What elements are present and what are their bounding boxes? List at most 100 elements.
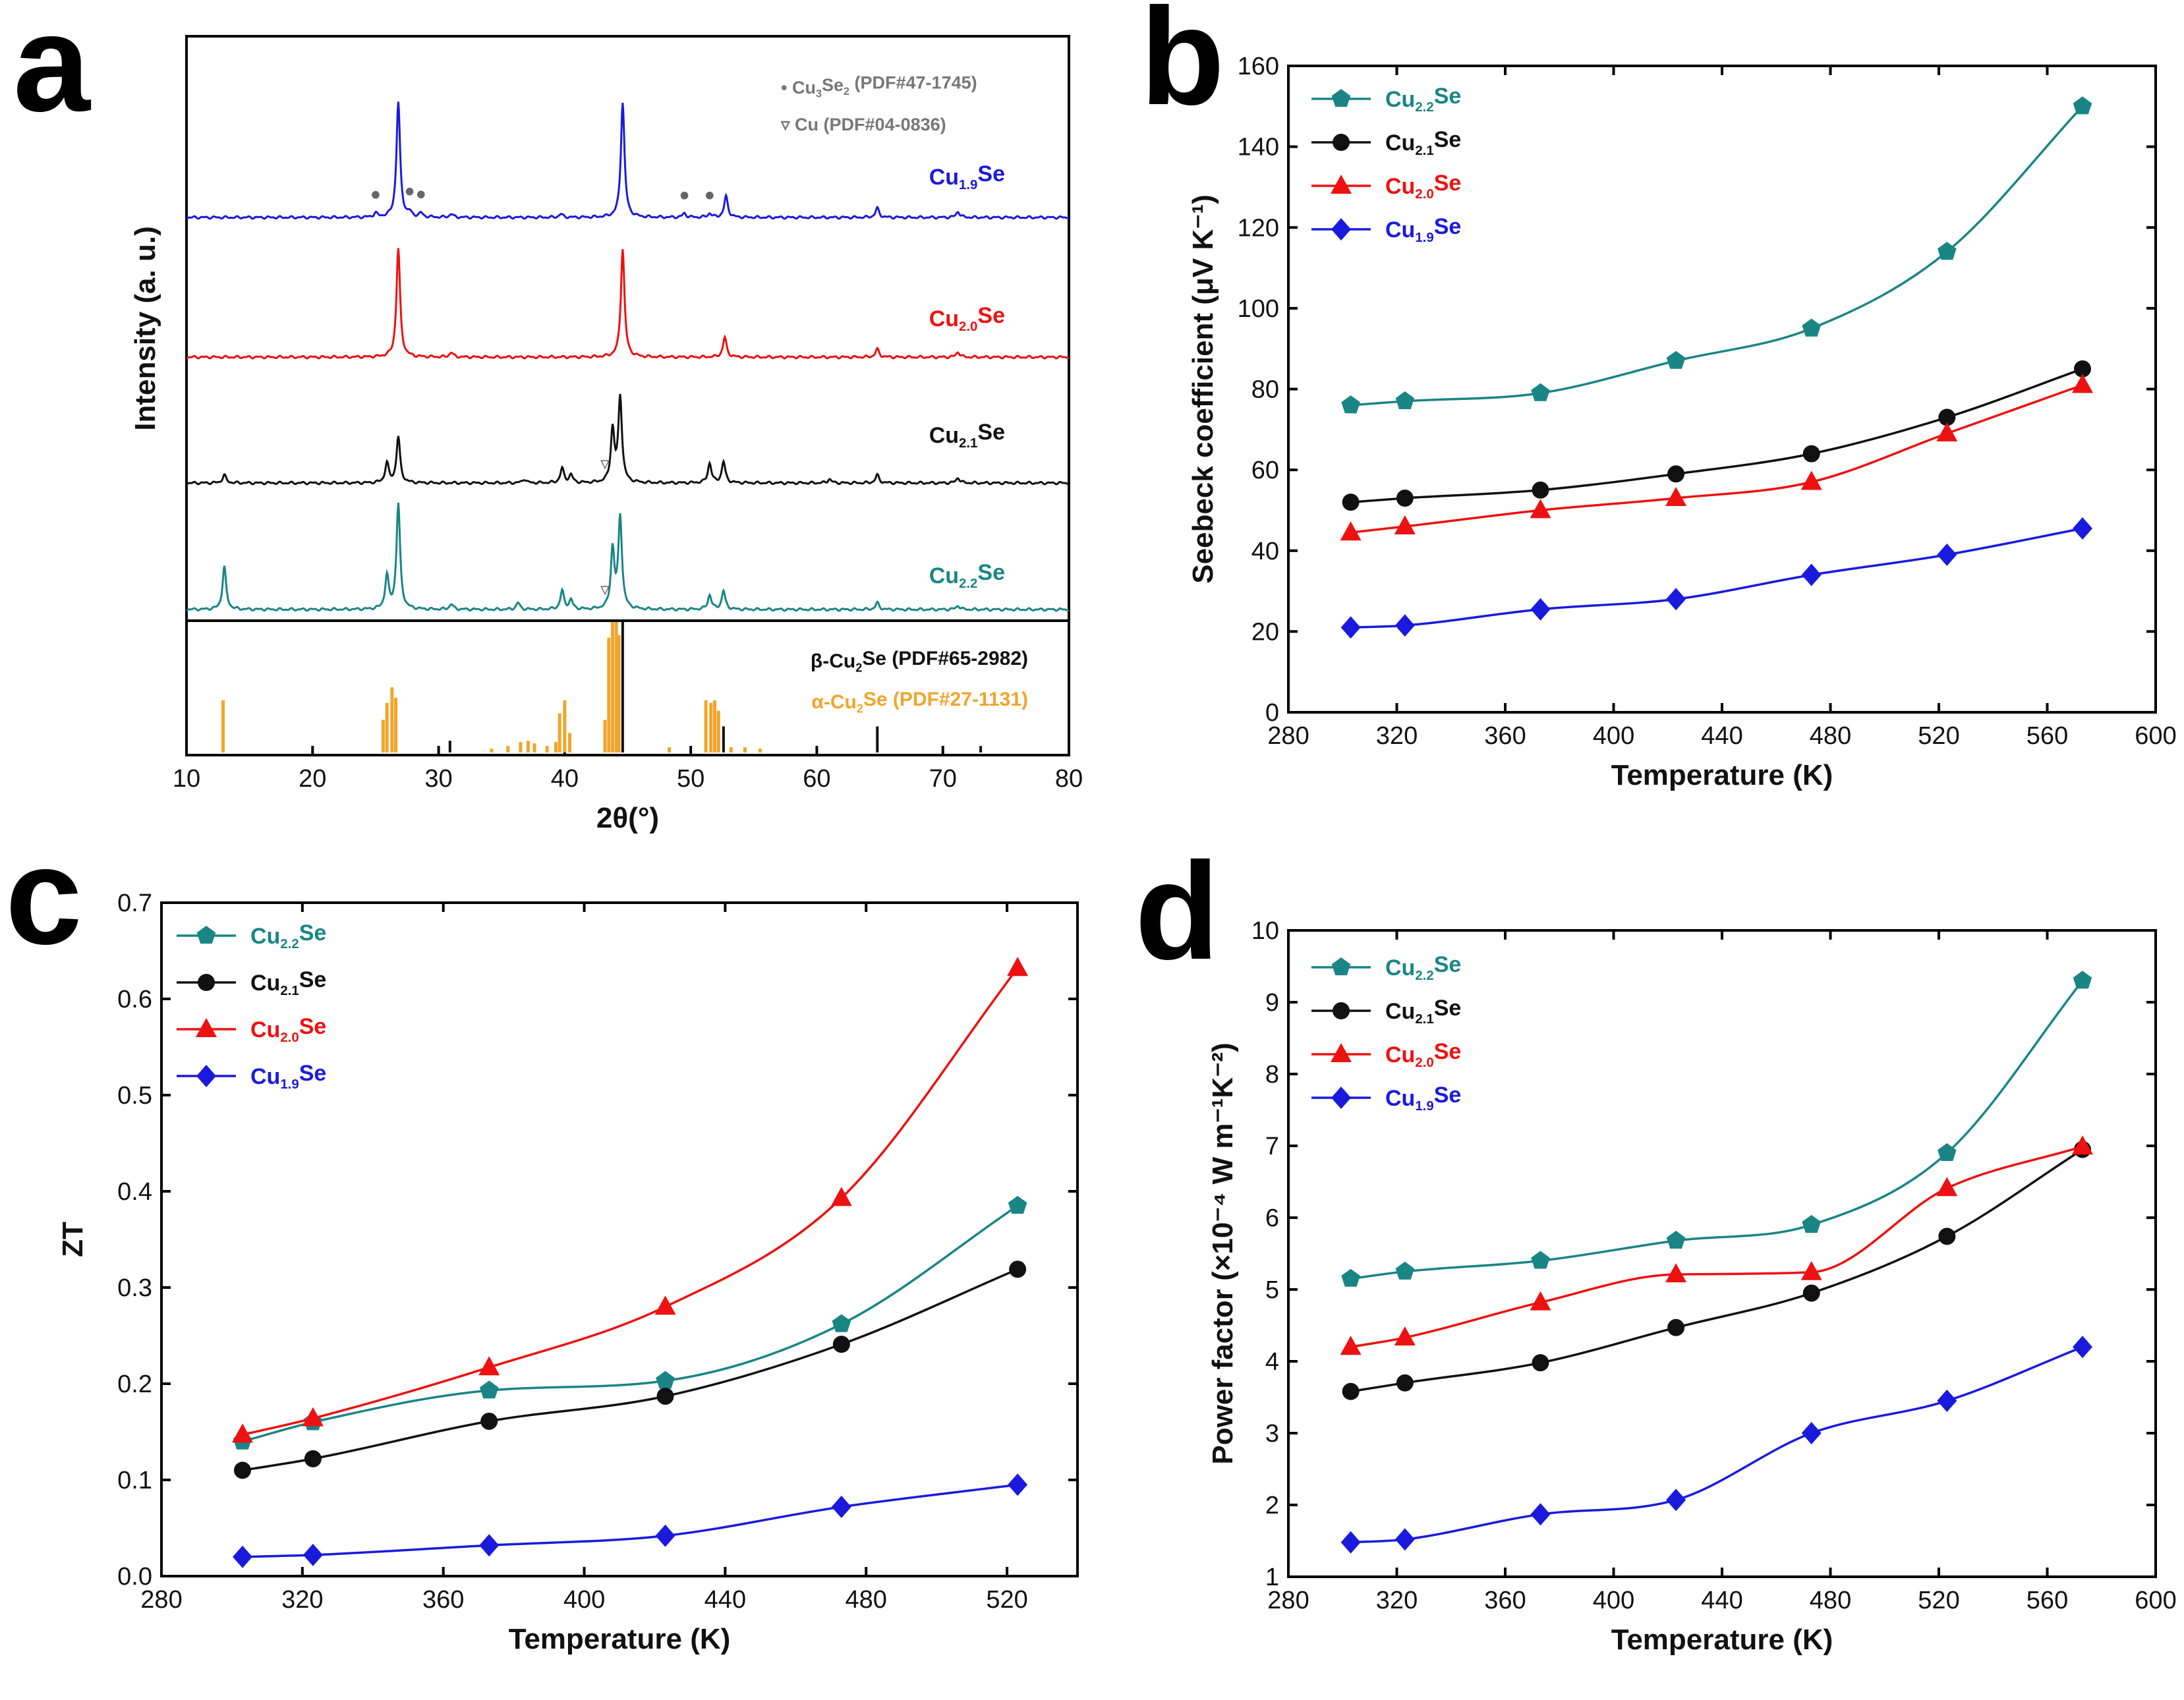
x-tick-label: 320: [1376, 1587, 1418, 1614]
plot-frame: [160, 901, 1079, 1577]
data-point-Cu2.0Se: [2072, 1135, 2093, 1155]
data-point-Cu2.2Se: [1938, 1143, 1957, 1161]
legend-label-Cu2.1Se: Cu2.1Se: [1385, 996, 1461, 1027]
x-tick-label: 440: [1701, 722, 1742, 750]
x-tick-label: 70: [929, 765, 957, 793]
data-point-Cu2.1Se: [1802, 1284, 1820, 1302]
y-tick-label: 0.5: [117, 1082, 152, 1110]
legend-marker-Cu1.9Se: [196, 1065, 216, 1087]
x-tick-label: 320: [1376, 722, 1418, 750]
reference-label-α-Cu2Se (PDF#27-1131): α-Cu2Se (PDF#27-1131): [811, 689, 1028, 716]
x-axis-label: Temperature (K): [1611, 759, 1833, 791]
data-point-Cu2.1Se: [1938, 409, 1956, 426]
data-point-Cu2.2Se: [1008, 1195, 1027, 1214]
legend-label-Cu2.0Se: Cu2.0Se: [1385, 1039, 1461, 1070]
data-point-Cu2.0Se: [1936, 422, 1958, 441]
data-point-Cu2.2Se: [656, 1371, 675, 1389]
data-point-Cu2.2Se: [1395, 1261, 1415, 1280]
data-point-Cu1.9Se: [302, 1543, 323, 1566]
x-tick-label: 30: [424, 765, 452, 793]
panel-a-xrd: 10 20 30 40 50 60 70 80 2θ(°) Intensity (a. u.) • …: [129, 35, 1083, 834]
x-tick-label: 10: [173, 765, 200, 793]
x-tick-label: 360: [1484, 1587, 1526, 1614]
legend-label-Cu2.0Se: Cu2.0Se: [250, 1014, 326, 1045]
x-tick-label: 280: [140, 1586, 182, 1614]
y-tick-label: 120: [1238, 214, 1279, 242]
x-tick-label: 50: [677, 765, 704, 793]
legend-marker-Cu1.9Se: [1331, 1087, 1351, 1109]
legend-marker-Cu2.2Se: [196, 926, 216, 944]
panel-letter-d: d: [1135, 834, 1219, 988]
xrd-pattern-Cu1.9Se: [186, 101, 1070, 220]
xrd-label-Cu2.2Se: Cu2.2Se: [929, 560, 1005, 591]
phase-marker: •: [702, 181, 718, 212]
annotation-Cu3Se2: • Cu3Se2 (PDF#47-1745): [781, 72, 977, 99]
y-tick-label: 7: [1265, 1133, 1279, 1160]
data-point-Cu2.2Se: [1938, 242, 1957, 260]
y-tick-label: 0.7: [117, 890, 152, 917]
data-point-Cu2.1Se: [1532, 1354, 1549, 1372]
x-tick-label: 480: [1810, 1587, 1851, 1614]
x-tick-label: 440: [1701, 1587, 1742, 1614]
data-point-Cu2.1Se: [480, 1412, 498, 1430]
panel-letter-a: a: [13, 0, 92, 140]
legend-marker-Cu2.1Se: [198, 974, 215, 991]
y-tick-label: 8: [1265, 1061, 1279, 1089]
legend-marker-Cu2.2Se: [1331, 957, 1351, 976]
series-line-Cu2.1Se: [1350, 368, 2083, 503]
y-tick-label: 0.0: [117, 1563, 152, 1591]
legend-label-Cu2.2Se: Cu2.2Se: [1385, 952, 1461, 983]
data-point-Cu2.0Se: [1394, 1326, 1416, 1346]
data-point-Cu2.0Se: [302, 1407, 324, 1427]
data-point-Cu2.2Se: [1802, 1214, 1821, 1233]
legend-marker-Cu2.1Se: [1333, 134, 1350, 151]
data-point-Cu1.9Se: [1801, 1422, 1822, 1444]
data-point-Cu2.0Se: [2072, 374, 2093, 393]
data-point-Cu2.1Se: [304, 1450, 322, 1467]
x-tick-label: 280: [1267, 1587, 1309, 1614]
panel-letter-c: c: [5, 818, 82, 973]
data-point-Cu2.0Se: [1800, 470, 1822, 490]
data-point-Cu2.2Se: [1802, 318, 1821, 337]
data-point-Cu1.9Se: [1937, 1389, 1957, 1412]
phase-marker: •: [368, 181, 384, 211]
data-point-Cu2.1Se: [2073, 360, 2091, 378]
data-point-Cu2.0Se: [1394, 515, 1416, 534]
data-point-Cu1.9Se: [1530, 1503, 1551, 1526]
annotation-Cu: ▿ Cu (PDF#04-0836): [780, 115, 946, 134]
y-tick-label: 0.1: [117, 1467, 152, 1494]
legend-label-Cu1.9Se: Cu1.9Se: [1385, 214, 1461, 245]
data-point-Cu2.1Se: [1342, 494, 1360, 511]
legend-marker-Cu2.1Se: [1333, 1002, 1350, 1019]
data-point-Cu2.1Se: [233, 1461, 251, 1479]
xrd-pattern-Cu2.0Se: [186, 248, 1070, 360]
y-axis-label: Seebeck coefficient (μV K⁻¹): [1187, 194, 1219, 584]
x-tick-label: 520: [986, 1586, 1027, 1614]
y-tick-label: 0.6: [117, 986, 152, 1013]
data-point-Cu1.9Se: [1340, 1531, 1361, 1554]
x-tick-label: 320: [281, 1586, 323, 1614]
y-tick-label: 0.3: [117, 1274, 152, 1302]
series-line-Cu2.2Se: [242, 1204, 1019, 1443]
xrd-pattern-Cu2.2Se: [186, 502, 1070, 612]
panel-letter-b: b: [1140, 0, 1224, 134]
legend-label-Cu2.1Se: Cu2.1Se: [250, 967, 326, 998]
data-point-Cu2.1Se: [1802, 445, 1820, 463]
data-point-Cu2.0Se: [1530, 499, 1551, 519]
x-axis-label: 2θ(°): [596, 802, 659, 834]
y-tick-label: 0: [1265, 699, 1279, 727]
data-point-Cu2.2Se: [1395, 391, 1415, 409]
y-tick-label: 5: [1265, 1276, 1279, 1304]
data-point-Cu2.2Se: [479, 1380, 499, 1399]
data-point-Cu2.1Se: [1396, 490, 1414, 507]
series-line-Cu2.1Se: [1350, 1148, 2083, 1393]
panel-c-zt: 280 320 360 400 440 480 520 0.0 0.1 0.2 0.3 0.4 0.5 0…: [57, 890, 1079, 1655]
data-point-Cu1.9Se: [1937, 543, 1957, 566]
x-tick-label: 520: [1918, 722, 1959, 750]
data-point-Cu2.1Se: [1667, 465, 1685, 483]
data-point-Cu1.9Se: [1394, 1528, 1415, 1551]
data-point-Cu1.9Se: [1666, 1488, 1686, 1512]
phase-marker: ▿: [600, 578, 610, 600]
y-tick-label: 140: [1238, 134, 1279, 161]
